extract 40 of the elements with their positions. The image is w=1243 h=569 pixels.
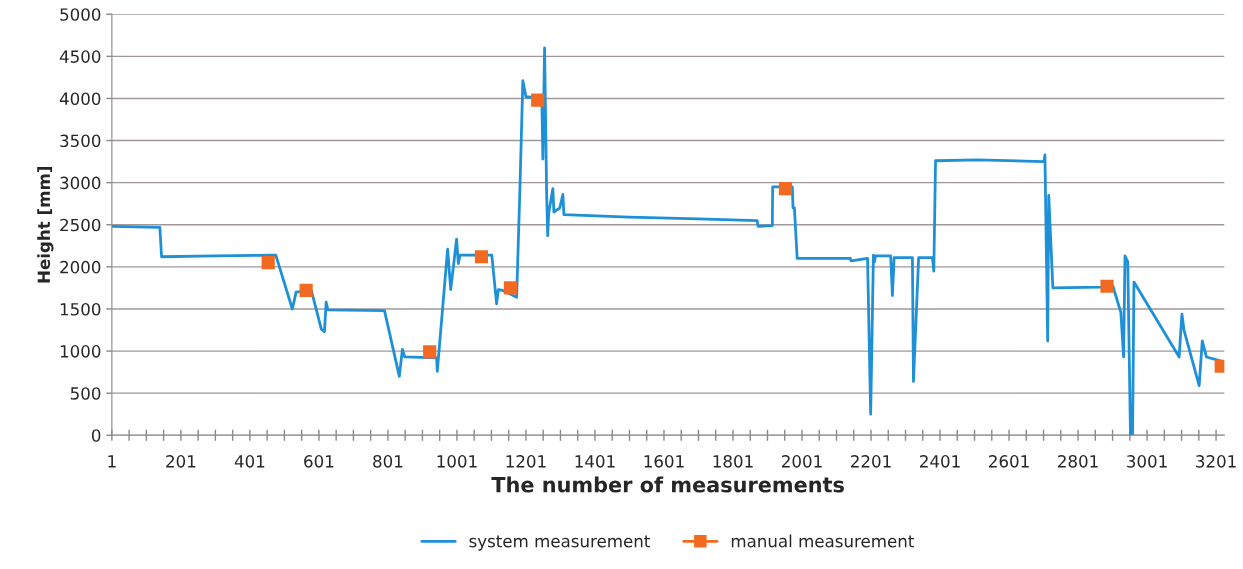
x-tick-label: 2801 (1058, 455, 1098, 468)
y-tick-label: 4500 (59, 50, 101, 63)
y-tick-label: 5000 (60, 8, 101, 21)
legend-label: manual measurement (731, 534, 914, 548)
y-tick-label: 500 (70, 387, 101, 400)
x-tick-label: 601 (304, 455, 334, 468)
y-axis-title: Height [mm] (37, 166, 54, 283)
point (261, 256, 275, 270)
point (778, 181, 793, 196)
x-tick-label: 2401 (920, 455, 960, 468)
y-tick-label: 3500 (60, 134, 101, 148)
x-tick-label: 1001 (437, 455, 477, 468)
x-tick-label: 801 (373, 455, 403, 468)
x-tick-label: 1 (108, 455, 116, 468)
x-tick-label: 201 (166, 455, 196, 468)
y-tick-label: 2500 (60, 218, 101, 232)
point (299, 283, 313, 298)
x-tick-label: 2601 (989, 455, 1029, 468)
y-tick-label: 3000 (60, 176, 101, 190)
point (474, 250, 489, 264)
x-tick-label: 1401 (575, 455, 615, 468)
point (531, 93, 545, 107)
point (503, 281, 518, 295)
x-tick-label: 1601 (644, 455, 684, 468)
x-axis-title: The number of measurements (491, 476, 844, 493)
x-tick-label: 2201 (851, 455, 891, 468)
y-tick-label: 4000 (59, 92, 101, 106)
y-tick-label: 2000 (60, 260, 101, 274)
x-tick-label: 3001 (1127, 455, 1167, 468)
x-tick-label: 401 (234, 455, 265, 468)
x-tick-label: 2001 (782, 455, 822, 468)
x-tick-label: 1201 (506, 455, 546, 468)
x-tick-label: 3201 (1196, 455, 1236, 468)
y-tick-label: 0 (91, 429, 101, 442)
x-tick-label: 1801 (713, 455, 753, 468)
point (423, 345, 437, 359)
legend-label: system measurement (469, 535, 650, 551)
point (1100, 279, 1114, 293)
y-tick-label: 1000 (60, 345, 101, 358)
y-tick-label: 1500 (60, 302, 101, 316)
